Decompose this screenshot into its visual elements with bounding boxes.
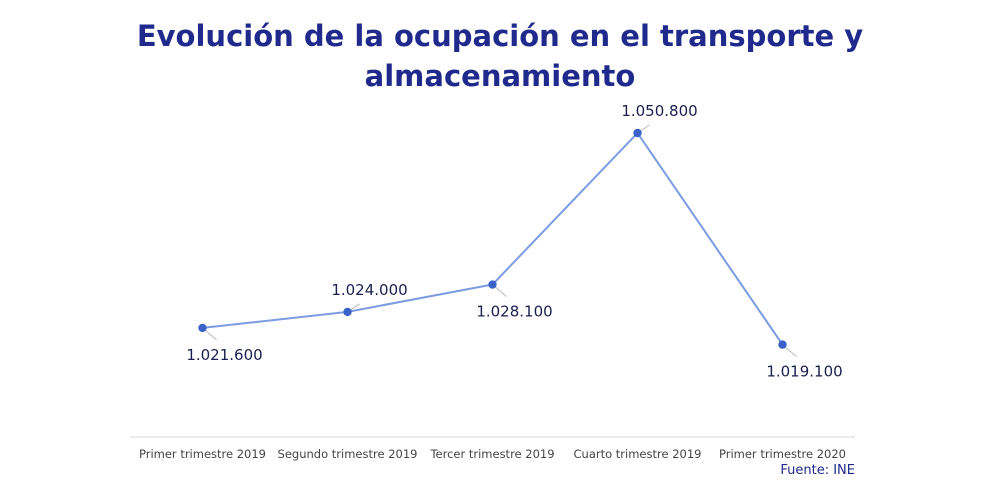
- chart-title: Evolución de la ocupación en el transpor…: [0, 16, 1000, 96]
- x-tick-label: Segundo trimestre 2019: [278, 447, 418, 461]
- data-point: [343, 307, 352, 317]
- x-tick-label: Primer trimestre 2020: [719, 447, 846, 461]
- chart-title-line-2: almacenamiento: [364, 59, 636, 93]
- x-tick-label: Tercer trimestre 2019: [429, 447, 554, 461]
- data-label: 1.019.100: [766, 363, 842, 381]
- data-point: [198, 323, 207, 333]
- data-point: [633, 128, 642, 138]
- source-note: Fuente: INE: [780, 463, 855, 478]
- data-label: 1.024.000: [331, 281, 407, 299]
- chart-title-line-1: Evolución de la ocupación en el transpor…: [136, 19, 864, 53]
- x-tick-label: Primer trimestre 2019: [139, 447, 266, 461]
- x-tick-label: Cuarto trimestre 2019: [574, 447, 702, 461]
- data-point: [778, 340, 787, 349]
- data-label: 1.028.100: [476, 303, 552, 321]
- data-label: 1.050.800: [621, 102, 697, 120]
- data-point: [488, 280, 497, 289]
- data-label: 1.021.600: [186, 346, 262, 364]
